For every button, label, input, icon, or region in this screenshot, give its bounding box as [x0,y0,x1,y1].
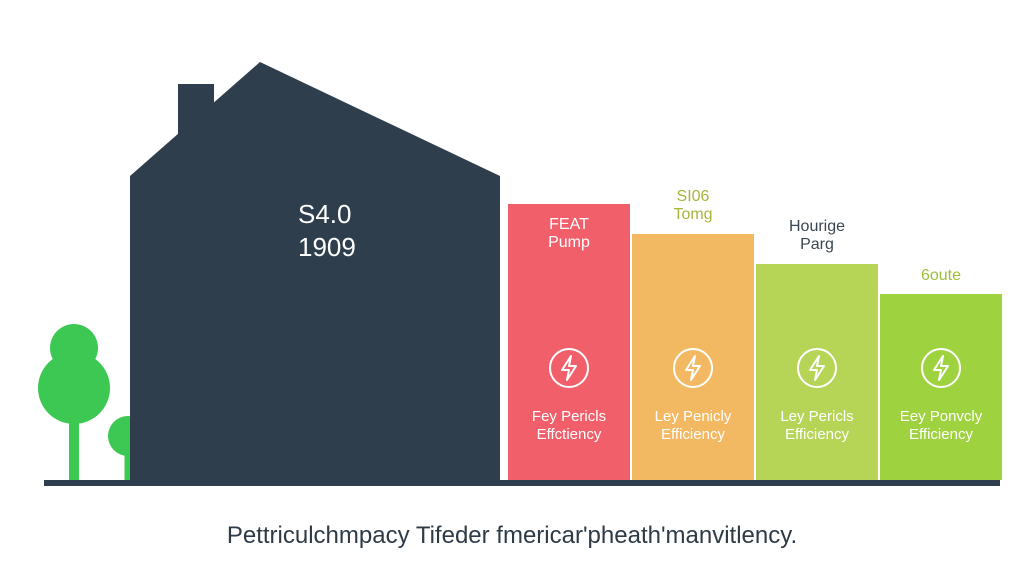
tree-large-icon [38,324,110,480]
bar-top-label: 6oute [880,267,1002,285]
bar-bottom-label: Eey PonvclyEfficiency [880,408,1002,444]
efficiency-bar: FEATPump Fey PericlsEffctiency [508,204,630,480]
bar-top-label: HourigeParg [756,218,878,255]
bar-top-label: FEATPump [508,216,630,253]
bar-bottom-label: Ley PericlsEfficiency [756,408,878,444]
efficiency-bar: HourigePargLey PericlsEfficiency [756,264,878,480]
house-value-line1: S4.0 [298,198,356,231]
house-value-line2: 1909 [298,231,356,264]
bar-top-label: SI06Tomg [632,188,754,225]
house-silhouette-icon [130,62,500,480]
energy-bolt-icon [672,347,714,389]
bar-bottom-label: Ley PeniclyEfficiency [632,408,754,444]
infographic-stage: S4.0 1909 FEATPumpFey PericlsEffctiencyS… [0,0,1024,585]
bar-bottom-label: Fey PericlsEffctiency [508,408,630,444]
caption-text: Pettriculchmpacy Tifeder fmericar'pheath… [0,522,1024,550]
ground-baseline [44,480,1000,486]
energy-bolt-icon [796,347,838,389]
efficiency-bar: SI06TomgLey PeniclyEfficiency [632,234,754,480]
energy-bolt-icon [920,347,962,389]
efficiency-bar: 6outeEey PonvclyEfficiency [880,294,1002,480]
house-value-label: S4.0 1909 [298,198,356,263]
energy-bolt-icon [548,347,590,389]
